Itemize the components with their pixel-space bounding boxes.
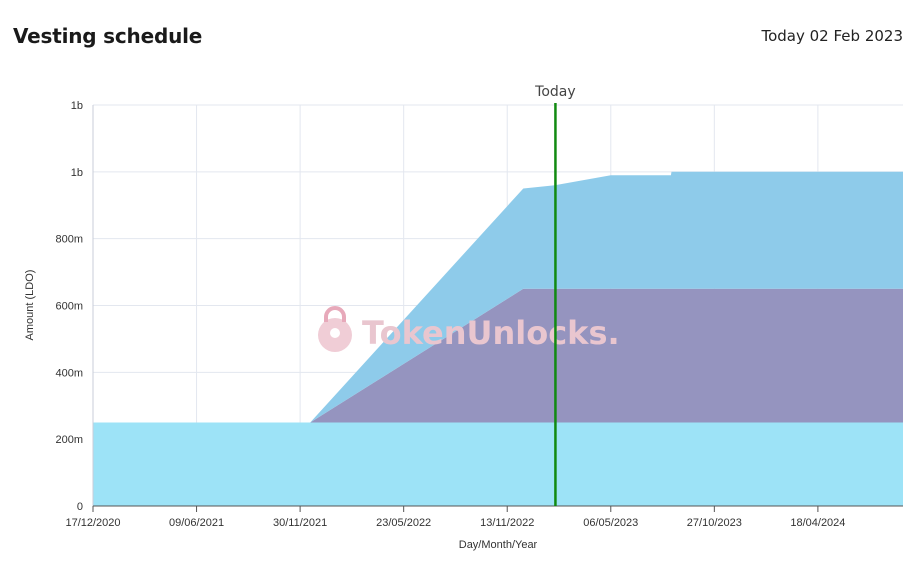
y-tick-label: 200m [55, 434, 83, 446]
x-tick-label: 06/05/2023 [583, 517, 638, 529]
chart-axes: 0 200m 400m 600m 800m 1b 1b 17/12/2020 09/06/202… [55, 100, 903, 529]
x-axis-title: Day/Month/Year [459, 539, 538, 551]
y-tick-label: 800m [55, 234, 83, 246]
x-tick-label: 23/05/2022 [376, 517, 431, 529]
today-date: Today 02 Feb 2023 [761, 27, 903, 45]
chart-title: Vesting schedule [13, 24, 203, 48]
x-tick-label: 30/11/2021 [273, 517, 327, 529]
today-label: Today [534, 84, 576, 100]
area-series-upper[interactable] [93, 171, 903, 423]
y-tick-label: 0 [77, 501, 83, 513]
y-tick-label: 1b [71, 167, 83, 179]
y-tick-label: 600m [55, 301, 83, 313]
chart-areas [93, 171, 903, 507]
y-axis-title: Amount (LDO) [24, 270, 36, 341]
x-tick-label: 18/04/2024 [790, 517, 845, 529]
area-series-middle[interactable] [93, 288, 903, 423]
watermark-text: TokenUnlocks. [362, 314, 620, 352]
area-series-base[interactable] [93, 422, 903, 507]
x-tick-label: 09/06/2021 [169, 517, 224, 529]
x-tick-label: 13/11/2022 [480, 517, 534, 529]
watermark-lock-icon [318, 306, 352, 352]
today-marker: Today [534, 84, 576, 506]
x-tick-label: 27/10/2023 [687, 517, 742, 529]
x-tick-label: 17/12/2020 [65, 517, 120, 529]
y-tick-label: 1b [71, 100, 83, 112]
y-tick-label: 400m [55, 367, 83, 379]
